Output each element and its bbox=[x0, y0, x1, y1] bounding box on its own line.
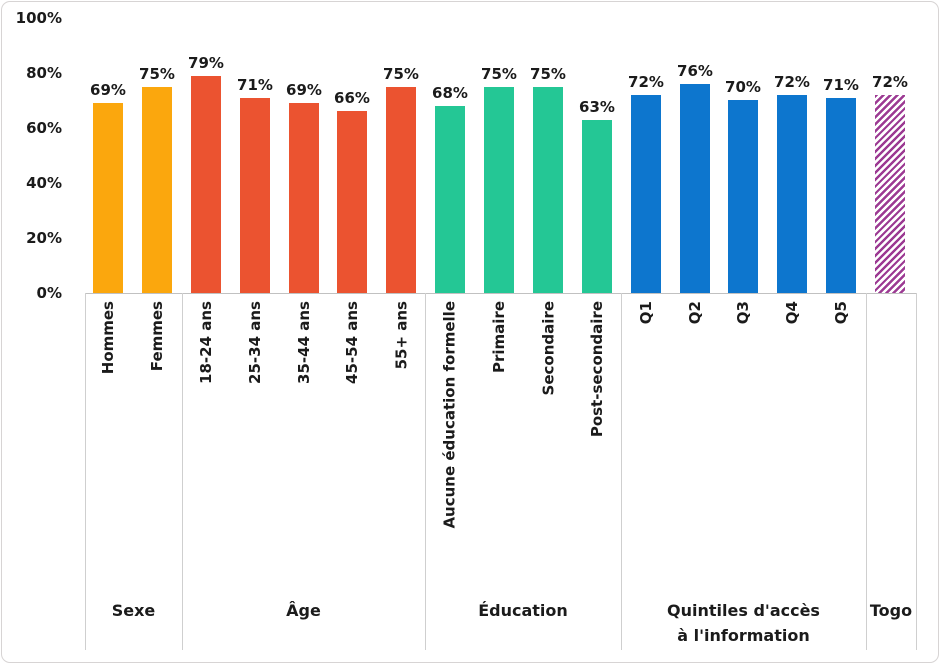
category-label-35-44-ans: 35-44 ans bbox=[295, 301, 313, 384]
value-label-q3: 70% bbox=[725, 78, 761, 96]
value-label-q2: 76% bbox=[677, 62, 713, 80]
y-axis-tick: 20% bbox=[26, 229, 62, 247]
category-label-25-34-ans: 25-34 ans bbox=[246, 301, 264, 384]
group-divider bbox=[916, 293, 917, 650]
bar-35-44-ans bbox=[289, 103, 319, 293]
category-label-55-ans: 55+ ans bbox=[392, 301, 410, 370]
value-label-25-34-ans: 71% bbox=[237, 76, 273, 94]
group-divider bbox=[866, 293, 867, 650]
group-label-sexe: Sexe bbox=[111, 601, 156, 620]
value-label-togo: 72% bbox=[872, 73, 908, 91]
bar-q5 bbox=[826, 98, 856, 293]
bar-secondaire bbox=[533, 87, 563, 293]
group-label-quintiles-d-acces: Quintiles d'accès à l'information bbox=[667, 601, 820, 645]
group-label-education: Éducation bbox=[478, 601, 568, 620]
value-label-primaire: 75% bbox=[481, 65, 517, 83]
y-axis-tick: 40% bbox=[26, 174, 62, 192]
category-label-18-24-ans: 18-24 ans bbox=[197, 301, 215, 384]
category-label-aucune-education-formelle: Aucune éducation formelle bbox=[441, 301, 459, 529]
category-label-q4: Q4 bbox=[783, 301, 801, 325]
value-label-secondaire: 75% bbox=[530, 65, 566, 83]
bar-primaire bbox=[484, 87, 514, 293]
group-divider bbox=[425, 293, 426, 650]
bar-femmes bbox=[142, 87, 172, 293]
category-label-q5: Q5 bbox=[832, 301, 850, 325]
category-label-q2: Q2 bbox=[686, 301, 704, 325]
category-label-femmes: Femmes bbox=[148, 301, 166, 372]
bar-q1 bbox=[631, 95, 661, 293]
bar-hommes bbox=[93, 103, 123, 293]
category-label-q3: Q3 bbox=[734, 301, 752, 325]
bar-45-54-ans bbox=[337, 111, 367, 293]
value-label-q5: 71% bbox=[823, 76, 859, 94]
bar-18-24-ans bbox=[191, 76, 221, 293]
bar-25-34-ans bbox=[240, 98, 270, 293]
value-label-45-54-ans: 66% bbox=[334, 89, 370, 107]
category-label-q1: Q1 bbox=[637, 301, 655, 325]
value-label-q1: 72% bbox=[628, 73, 664, 91]
group-label-togo: Togo bbox=[869, 601, 913, 620]
value-label-post-secondaire: 63% bbox=[579, 98, 615, 116]
y-axis-tick: 100% bbox=[15, 9, 62, 27]
bar-aucune-education-formelle bbox=[435, 106, 465, 293]
bar-q2 bbox=[680, 84, 710, 293]
bar-q4 bbox=[777, 95, 807, 293]
x-axis-line bbox=[85, 293, 916, 294]
value-label-q4: 72% bbox=[774, 73, 810, 91]
value-label-55-ans: 75% bbox=[383, 65, 419, 83]
value-label-35-44-ans: 69% bbox=[286, 81, 322, 99]
y-axis-tick: 60% bbox=[26, 119, 62, 137]
bar-55-ans bbox=[386, 87, 416, 293]
value-label-femmes: 75% bbox=[139, 65, 175, 83]
y-axis-tick: 80% bbox=[26, 64, 62, 82]
bar-post-secondaire bbox=[582, 120, 612, 293]
bar-q3 bbox=[728, 100, 758, 293]
value-label-hommes: 69% bbox=[90, 81, 126, 99]
group-divider bbox=[621, 293, 622, 650]
group-divider bbox=[182, 293, 183, 650]
group-divider bbox=[85, 293, 86, 650]
value-label-aucune-education-formelle: 68% bbox=[432, 84, 468, 102]
category-label-45-54-ans: 45-54 ans bbox=[343, 301, 361, 384]
category-label-secondaire: Secondaire bbox=[539, 301, 557, 396]
category-label-hommes: Hommes bbox=[99, 301, 117, 375]
bar-togo bbox=[875, 95, 905, 293]
value-label-18-24-ans: 79% bbox=[188, 54, 224, 72]
category-label-primaire: Primaire bbox=[490, 301, 508, 373]
category-label-post-secondaire: Post-secondaire bbox=[588, 301, 606, 438]
group-label-age: Âge bbox=[286, 601, 321, 620]
y-axis-tick: 0% bbox=[36, 284, 62, 302]
